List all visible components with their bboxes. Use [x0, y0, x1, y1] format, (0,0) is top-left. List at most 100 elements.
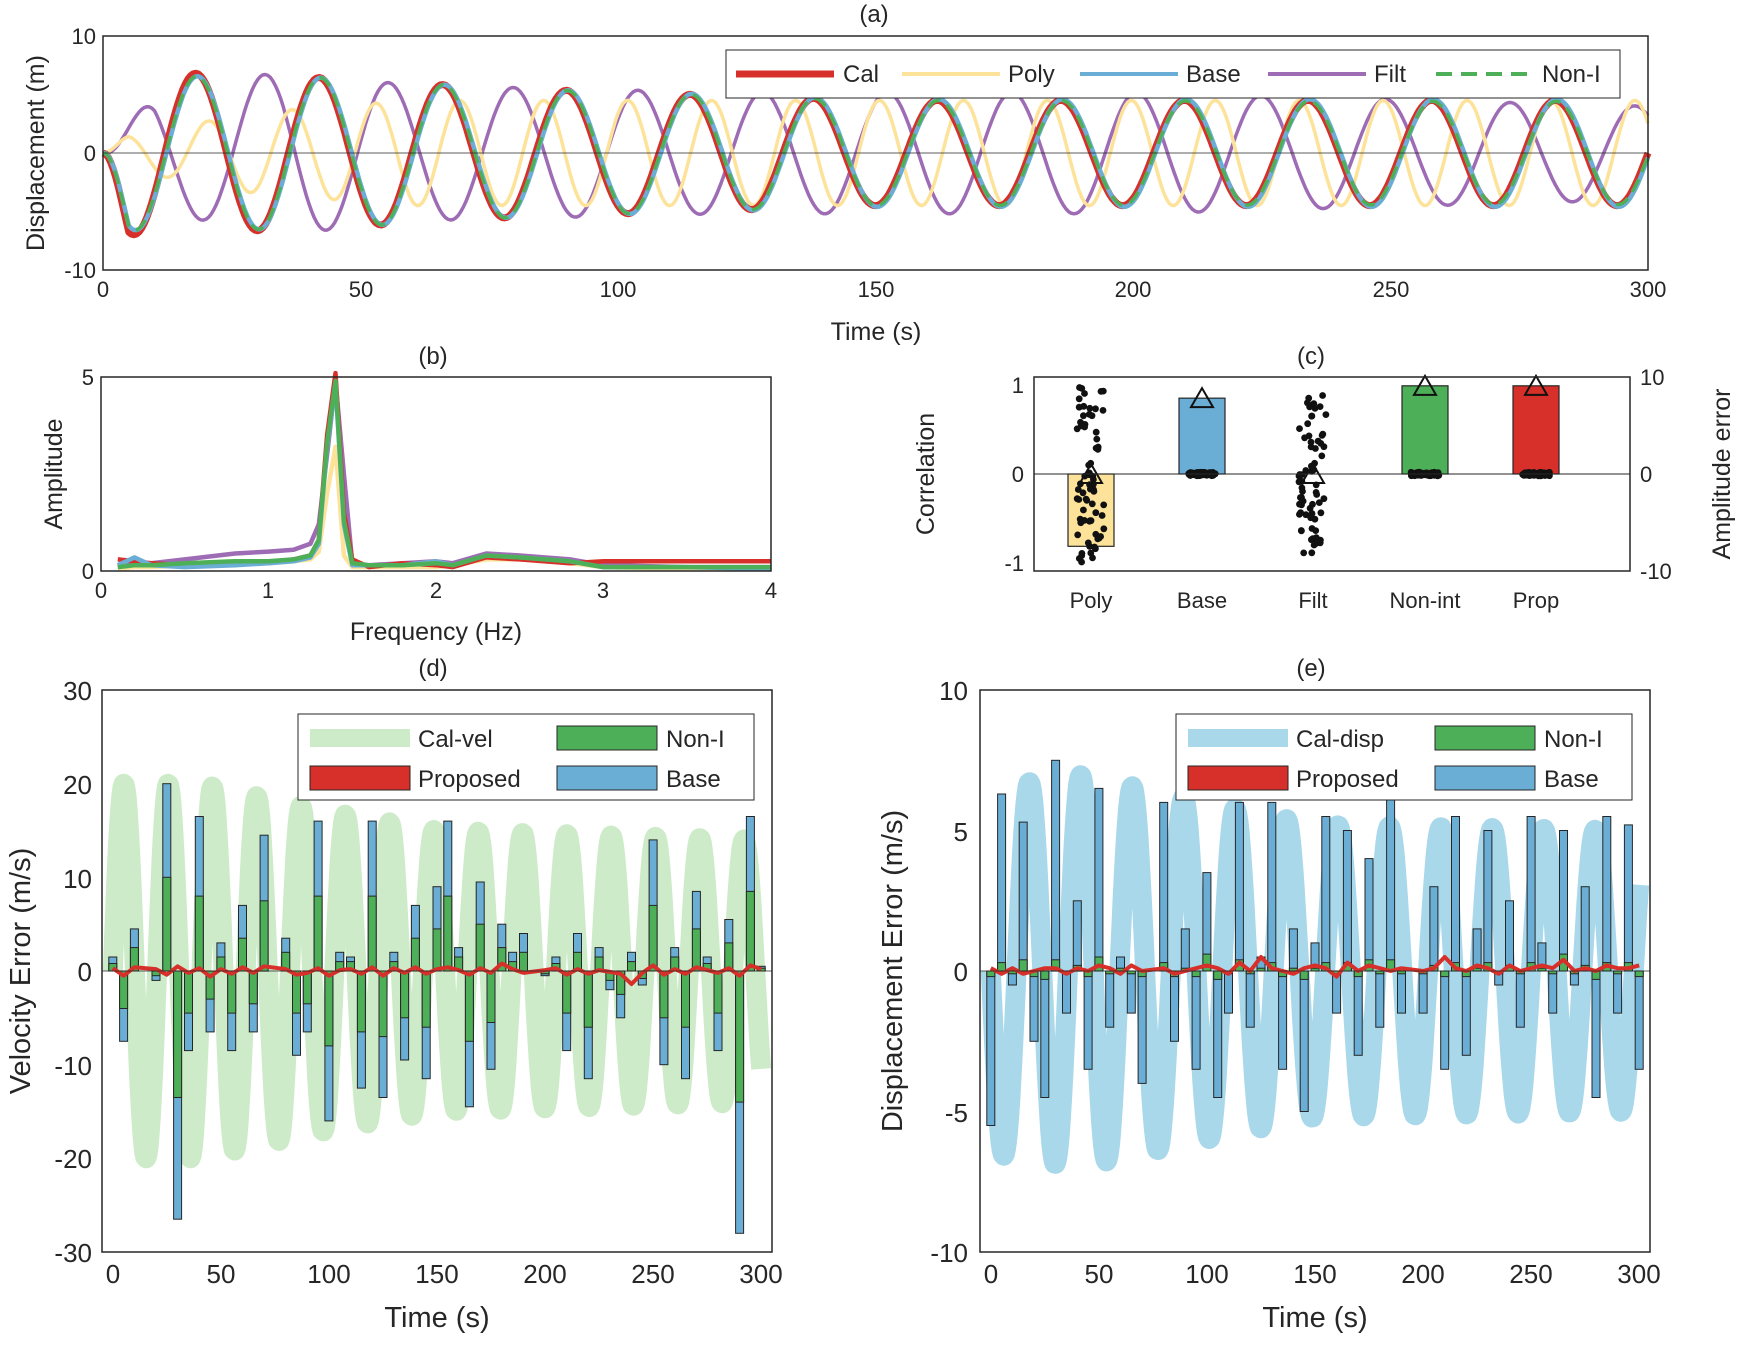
panel-c-point: [1297, 509, 1304, 516]
panel-e-nonint-bar: [1191, 970, 1201, 978]
panel-d-xtick: 250: [631, 1259, 674, 1289]
panel-e-nonint-bar: [1397, 970, 1406, 975]
panel-d-nonint-bar: [227, 970, 237, 1014]
panel-d-nonint-bar: [486, 970, 496, 1023]
panel-d-legend: Cal-vel Non-I Proposed Base: [297, 713, 755, 801]
panel-e-xtick: 200: [1401, 1259, 1444, 1289]
panel-c-point: [1094, 445, 1102, 453]
panel-a-xlabel: Time (s): [831, 318, 922, 346]
panel-c-ylabel-right: Amplitude error: [1708, 389, 1736, 560]
panel-c-point: [1079, 489, 1087, 497]
panel-d-xtick: 150: [415, 1259, 458, 1289]
panel-e-base-bar: [1224, 970, 1233, 1014]
panel-c-point: [1086, 517, 1094, 524]
panel-c-bars-group: [1067, 373, 1560, 566]
panel-c-point: [1074, 531, 1082, 539]
panel-d-nonint-bar: [259, 900, 269, 972]
panel-e-base-bar: [1353, 970, 1363, 1056]
legend-calvel-label: Cal-vel: [418, 726, 493, 753]
panel-e-base-bar: [986, 970, 996, 1126]
panel-e-nonint-bar: [1126, 970, 1136, 975]
panel-e-base-bar: [1159, 801, 1169, 972]
panel-c-bar-base: [1178, 397, 1226, 475]
panel-c-point: [1319, 430, 1327, 438]
panel-e-base-bar: [1515, 970, 1525, 1028]
panel-c-point: [1098, 512, 1106, 519]
panel-c-point: [1298, 484, 1306, 492]
panel-c-point: [1317, 440, 1325, 447]
panel-d-nonint-bar: [324, 970, 334, 1047]
panel-c-point: [1075, 395, 1083, 403]
panel-a-legend: Cal Poly Base Filt Non-I: [725, 49, 1621, 99]
panel-e-base-bar: [1072, 900, 1082, 972]
panel-a-xtick: 100: [600, 277, 637, 302]
panel-d-ylabel: Velocity Error (m/s): [5, 848, 37, 1095]
panel-d-ytick: 0: [78, 957, 92, 987]
panel-c-point: [1081, 423, 1088, 431]
panel-c-ytick-right: 0: [1640, 462, 1652, 487]
panel-d-nonint-bar: [194, 895, 204, 972]
panel-c-point: [1188, 469, 1196, 477]
panel-c-point: [1099, 407, 1107, 414]
panel-d-xtick: 0: [106, 1259, 120, 1289]
panel-c-point: [1092, 509, 1100, 517]
panel-e-ytick: 5: [954, 817, 968, 847]
panel-e-base-bar: [1342, 830, 1352, 972]
panel-e-base-bar: [1375, 970, 1385, 1028]
panel-a-ytick: 0: [84, 141, 96, 166]
panel-d-nonint-bar: [713, 970, 723, 1014]
panel-d-nonint-bar: [681, 970, 690, 1028]
panel-d-xtick: 300: [739, 1259, 782, 1289]
panel-c-point: [1307, 443, 1315, 451]
panel-d-nonint-bar: [302, 970, 312, 1005]
panel-c-ylabel: Correlation: [912, 413, 940, 535]
panel-c-point: [1307, 438, 1315, 446]
legend-base-label: Base: [1544, 766, 1599, 793]
legend-poly-label: Poly: [1008, 61, 1055, 88]
panel-d-xtick: 100: [307, 1259, 350, 1289]
legend-nonint-swatch: [556, 725, 658, 751]
panel-c-point: [1092, 428, 1100, 436]
panel-e-title: (e): [1296, 655, 1325, 682]
panel-e-base-bar: [1029, 970, 1039, 1042]
panel-c-point: [1080, 412, 1087, 420]
panel-e-base-bar: [1105, 970, 1115, 1028]
panel-d-nonint-bar: [562, 970, 572, 1014]
panel-c-point: [1093, 435, 1101, 443]
panel-c-point: [1313, 491, 1321, 498]
panel-e-base-bar: [1018, 821, 1028, 972]
panel-d-nonint-bar: [400, 970, 410, 1019]
panel-e-ytick: 0: [954, 957, 968, 987]
panel-c-xtick: Poly: [1070, 588, 1113, 613]
panel-c-point: [1091, 543, 1098, 551]
panel-e-base-bar: [1559, 830, 1568, 972]
panel-b-title: (b): [418, 343, 447, 370]
panel-c-point: [1100, 501, 1108, 509]
panel-e-base-bar: [1526, 816, 1536, 972]
panel-e-xtick: 0: [984, 1259, 998, 1289]
panel-c-point: [1318, 452, 1326, 460]
panel-e-base-bar: [1364, 858, 1374, 972]
panel-d-nonint-bar: [248, 970, 258, 1005]
panel-e-base-bar: [1461, 970, 1471, 1056]
panel-e-base-bar: [1321, 816, 1331, 972]
panel-e-base-bar: [1288, 928, 1298, 972]
panel-e-xtick: 300: [1617, 1259, 1660, 1289]
panel-e-base-bar: [1094, 787, 1104, 972]
panel-e-base-bar: [1137, 970, 1147, 1084]
panel-d-xlabel: Time (s): [384, 1302, 489, 1334]
panel-a-ytick: 10: [72, 24, 96, 49]
panel-c-point: [1320, 495, 1328, 503]
panel-d-xtick: 50: [207, 1259, 236, 1289]
panel-b-ytick: 5: [82, 365, 94, 390]
panel-a-title: (a): [859, 1, 888, 28]
panel-c-point: [1092, 405, 1099, 413]
panel-e-legend: Cal-disp Non-I Proposed Base: [1175, 713, 1633, 801]
legend-base-label: Base: [1186, 61, 1241, 88]
panel-d-nonint-bar: [432, 928, 442, 972]
panel-e-ytick: -10: [930, 1238, 968, 1268]
panel-c-triangle-base: [1189, 386, 1215, 409]
legend-base-label: Base: [666, 766, 721, 793]
legend-nonint-label: Non-I: [1542, 61, 1601, 88]
